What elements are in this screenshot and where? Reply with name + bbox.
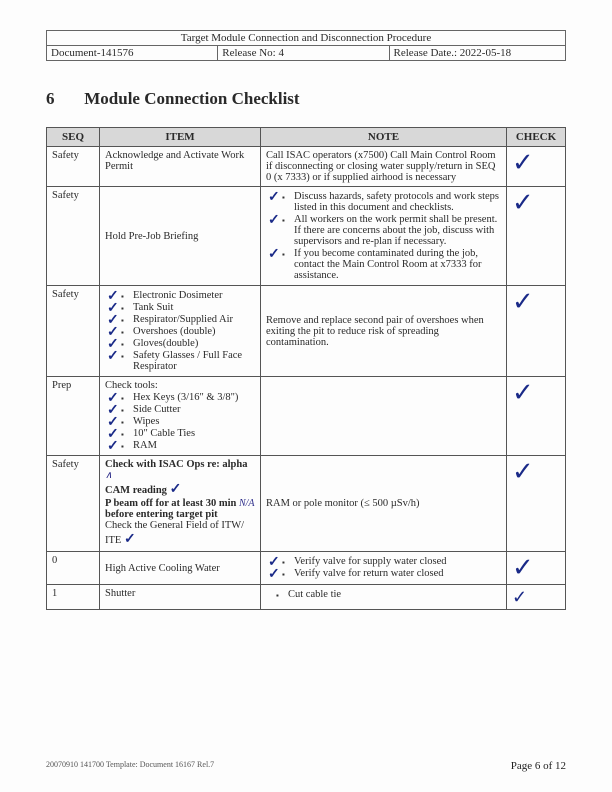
checkmark-icon: ✓: [512, 587, 527, 607]
check-cell: ✓: [507, 377, 566, 456]
list-item: ✓Discuss hazards, safety protocols and w…: [284, 191, 501, 213]
table-row: Safety Hold Pre-Job Briefing ✓Discuss ha…: [47, 187, 566, 286]
release-date: Release Date.: 2022-05-18: [389, 46, 565, 61]
check-cell: ✓: [507, 286, 566, 377]
section-number: 6: [46, 89, 80, 109]
item-cell: Hold Pre-Job Briefing: [100, 187, 261, 286]
checkmark-icon: ✓: [268, 212, 280, 229]
list-item: ✓Verify valve for return water closed: [284, 568, 501, 579]
seq-cell: Safety: [47, 187, 100, 286]
list-item: ✓10" Cable Ties: [123, 428, 255, 439]
checkmark-icon: ✓: [107, 438, 119, 455]
table-header-row: SEQ ITEM NOTE CHECK: [47, 128, 566, 147]
release-no: Release No: 4: [218, 46, 389, 61]
list-item: ✓Verify valve for supply water closed: [284, 556, 501, 567]
footer-template-id: 20070910 141700 Template: Document 16167…: [46, 760, 214, 772]
list-item: ✓All workers on the work permit shall be…: [284, 214, 501, 247]
checkmark-icon: ✓: [512, 148, 534, 177]
note-list: ✓Discuss hazards, safety protocols and w…: [266, 191, 501, 281]
list-item: ✓RAM: [123, 440, 255, 451]
item-heading: Check tools:: [105, 380, 255, 391]
check-cell: ✓: [507, 552, 566, 585]
check-cell: ✓: [507, 187, 566, 286]
list-item: ✓Wipes: [123, 416, 255, 427]
seq-cell: Safety: [47, 286, 100, 377]
item-cell: Check with ISAC Ops re: alpha ∧ CAM read…: [100, 456, 261, 552]
checkmark-icon: ✓: [512, 378, 534, 407]
list-item: ✓Gloves(double): [123, 338, 255, 349]
seq-cell: 0: [47, 552, 100, 585]
doc-title: Target Module Connection and Disconnecti…: [47, 31, 566, 46]
item-cell: Shutter: [100, 585, 261, 610]
checkmark-icon: ✓: [268, 566, 280, 583]
checkmark-icon: ✓: [124, 532, 136, 547]
item-list: ✓Hex Keys (3/16" & 3/8") ✓Side Cutter ✓W…: [105, 392, 255, 451]
doc-id: Document-141576: [47, 46, 218, 61]
note-cell: Cut cable tie: [261, 585, 507, 610]
note-cell: RAM or pole monitor (≤ 500 µSv/h): [261, 456, 507, 552]
list-item: ✓Hex Keys (3/16" & 3/8"): [123, 392, 255, 403]
checkmark-icon: ✓: [512, 553, 534, 582]
table-row: 1 Shutter Cut cable tie ✓: [47, 585, 566, 610]
page: Target Module Connection and Disconnecti…: [0, 0, 612, 792]
item-list: ✓Electronic Dosimeter ✓Tank Suit ✓Respir…: [105, 290, 255, 372]
check-cell: ✓: [507, 456, 566, 552]
item-cell: Acknowledge and Activate Work Permit: [100, 147, 261, 187]
check-cell: ✓: [507, 147, 566, 187]
checkmark-icon: ✓: [268, 246, 280, 263]
table-row: Safety Check with ISAC Ops re: alpha ∧ C…: [47, 456, 566, 552]
section-title: Module Connection Checklist: [84, 89, 299, 108]
note-cell: ✓Discuss hazards, safety protocols and w…: [261, 187, 507, 286]
note-list: Cut cable tie: [266, 589, 501, 600]
table-row: Safety Acknowledge and Activate Work Per…: [47, 147, 566, 187]
note-cell: ✓Verify valve for supply water closed ✓V…: [261, 552, 507, 585]
seq-cell: Safety: [47, 147, 100, 187]
note-cell: Call ISAC operators (x7500) Call Main Co…: [261, 147, 507, 187]
check-cell: ✓: [507, 585, 566, 610]
list-item: ✓Safety Glasses / Full Face Respirator: [123, 350, 255, 372]
list-item: ✓Overshoes (double): [123, 326, 255, 337]
item-cell: ✓Electronic Dosimeter ✓Tank Suit ✓Respir…: [100, 286, 261, 377]
col-note: NOTE: [261, 128, 507, 147]
list-item: ✓Electronic Dosimeter: [123, 290, 255, 301]
table-row: Prep Check tools: ✓Hex Keys (3/16" & 3/8…: [47, 377, 566, 456]
doc-header-table: Target Module Connection and Disconnecti…: [46, 30, 566, 61]
seq-cell: 1: [47, 585, 100, 610]
checkmark-icon: ✓: [268, 189, 280, 206]
note-list: ✓Verify valve for supply water closed ✓V…: [266, 556, 501, 579]
table-row: Safety ✓Electronic Dosimeter ✓Tank Suit …: [47, 286, 566, 377]
checkmark-icon: ✓: [512, 457, 534, 486]
section-heading: 6 Module Connection Checklist: [46, 89, 566, 109]
checkmark-icon: ✓: [107, 348, 119, 365]
note-cell: Remove and replace second pair of oversh…: [261, 286, 507, 377]
list-item: ✓Side Cutter: [123, 404, 255, 415]
list-item: ✓Respirator/Supplied Air: [123, 314, 255, 325]
handwritten-note: ∧: [105, 470, 112, 481]
seq-cell: Prep: [47, 377, 100, 456]
seq-cell: Safety: [47, 456, 100, 552]
table-row: 0 High Active Cooling Water ✓Verify valv…: [47, 552, 566, 585]
checkmark-icon: ✓: [512, 287, 534, 316]
list-item: ✓Tank Suit: [123, 302, 255, 313]
page-number: Page 6 of 12: [511, 760, 566, 772]
list-item: ✓If you become contaminated during the j…: [284, 248, 501, 281]
col-check: CHECK: [507, 128, 566, 147]
page-footer: 20070910 141700 Template: Document 16167…: [46, 760, 566, 772]
col-item: ITEM: [100, 128, 261, 147]
item-cell: High Active Cooling Water: [100, 552, 261, 585]
item-cell: Check tools: ✓Hex Keys (3/16" & 3/8") ✓S…: [100, 377, 261, 456]
checklist-table: SEQ ITEM NOTE CHECK Safety Acknowledge a…: [46, 127, 566, 610]
list-item: Cut cable tie: [278, 589, 501, 600]
checkmark-icon: ✓: [170, 482, 182, 497]
checkmark-icon: ✓: [512, 188, 534, 217]
note-cell: [261, 377, 507, 456]
col-seq: SEQ: [47, 128, 100, 147]
handwritten-note: N/A: [239, 498, 255, 509]
